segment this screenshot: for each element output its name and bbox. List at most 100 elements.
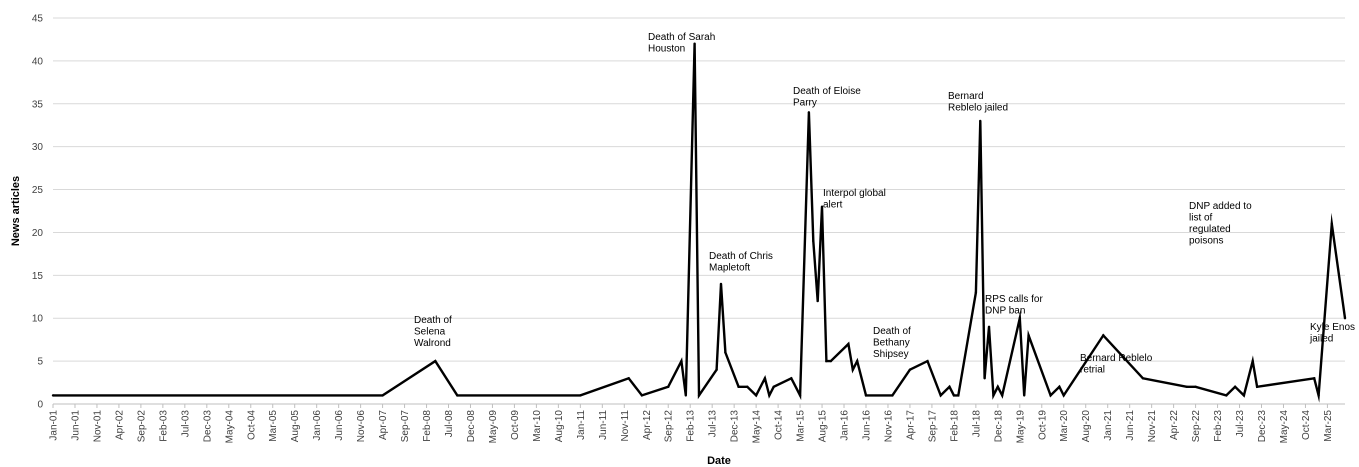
annotation-line: Shipsey bbox=[873, 349, 909, 360]
data-point bbox=[434, 359, 437, 363]
x-tick-label: Dec-13 bbox=[730, 410, 741, 443]
data-point bbox=[715, 368, 718, 371]
x-tick-labels: Jan-01 Jun-01 Nov-01 Apr-02 Sep-02 Feb-03 Jul-… bbox=[49, 404, 1334, 443]
x-tick-label: Jan-16 bbox=[840, 410, 851, 441]
data-point bbox=[763, 377, 767, 380]
data-point bbox=[847, 342, 850, 346]
data-point bbox=[812, 239, 815, 243]
annotation-line: Bethany bbox=[873, 338, 910, 349]
x-tick-label: Jul-03 bbox=[180, 410, 191, 438]
annotation-line: jailed bbox=[1309, 334, 1333, 345]
x-tick-label: Apr-22 bbox=[1169, 410, 1180, 440]
data-point bbox=[1102, 334, 1105, 337]
x-tick-label: Nov-16 bbox=[883, 410, 894, 443]
x-tick-label: Dec-23 bbox=[1257, 410, 1268, 443]
y-tick-label: 20 bbox=[32, 228, 44, 239]
data-point bbox=[820, 205, 824, 208]
x-tick-label: Apr-12 bbox=[642, 410, 653, 440]
x-tick-label: Jan-11 bbox=[576, 410, 587, 440]
x-axis-title: Date bbox=[707, 455, 731, 467]
data-point bbox=[768, 394, 771, 397]
data-point bbox=[1022, 394, 1026, 397]
x-tick-label: Jul-18 bbox=[971, 410, 982, 438]
annotation-line: Reblelo jailed bbox=[948, 103, 1008, 114]
annotation-line: Mapletoft bbox=[709, 263, 750, 274]
annotation-line: Houston bbox=[648, 44, 685, 55]
annotation-label: Interpol global alert bbox=[823, 188, 886, 211]
data-point bbox=[724, 351, 727, 354]
annotation-line: Kyle Enos bbox=[1310, 322, 1355, 333]
data-point bbox=[952, 394, 956, 397]
x-tick-label: Mar-25 bbox=[1323, 410, 1334, 442]
series-line bbox=[53, 43, 1347, 403]
x-tick-label: Dec-08 bbox=[466, 410, 477, 443]
data-point bbox=[864, 394, 868, 397]
data-point bbox=[1058, 385, 1061, 389]
x-tick-label: Feb-03 bbox=[158, 410, 169, 442]
annotation-line: retrial bbox=[1080, 365, 1105, 376]
y-tick-labels: 0 5 10 15 20 25 30 35 40 45 bbox=[32, 14, 44, 411]
data-point bbox=[640, 394, 644, 397]
x-tick-label: Aug-20 bbox=[1081, 410, 1092, 443]
x-tick-label: Oct-09 bbox=[510, 410, 521, 440]
data-point bbox=[939, 394, 942, 397]
x-tick-label: Jan-21 bbox=[1103, 410, 1114, 441]
data-point bbox=[979, 119, 982, 123]
x-tick-label: Mar-05 bbox=[268, 410, 279, 442]
x-tick-label: Apr-02 bbox=[114, 410, 125, 440]
data-point bbox=[1001, 394, 1004, 397]
y-tick-label: 5 bbox=[37, 357, 43, 368]
data-point bbox=[807, 111, 811, 114]
x-tick-label: Oct-04 bbox=[246, 410, 257, 440]
x-tick-label: Apr-07 bbox=[378, 410, 389, 440]
x-tick-label: Feb-23 bbox=[1213, 410, 1224, 442]
x-tick-label: Apr-17 bbox=[905, 410, 916, 440]
y-tick-label: 0 bbox=[37, 400, 43, 411]
x-tick-label: Jun-06 bbox=[334, 410, 345, 441]
data-point bbox=[579, 394, 582, 397]
annotation-line: Death of bbox=[414, 315, 452, 326]
annotation-line: Death of Chris bbox=[709, 251, 773, 262]
y-tick-label: 10 bbox=[32, 314, 44, 325]
data-point bbox=[891, 394, 894, 397]
x-tick-label: Mar-15 bbox=[796, 410, 807, 442]
annotation-line: DNP added to bbox=[1189, 201, 1252, 212]
annotation-line: poisons bbox=[1189, 236, 1223, 247]
x-tick-label: Jul-13 bbox=[708, 410, 719, 438]
y-tick-label: 15 bbox=[32, 271, 44, 282]
annotation-line: regulated bbox=[1189, 224, 1231, 235]
annotation-line: Death of bbox=[873, 326, 911, 337]
annotation-label: Kyle Enos jailed bbox=[1309, 322, 1355, 345]
x-tick-label: Aug-05 bbox=[290, 410, 301, 443]
annotation-line: Bernard Reblelo bbox=[1080, 353, 1153, 364]
annotation-line: DNP ban bbox=[985, 306, 1025, 317]
x-tick-label: Jul-23 bbox=[1235, 410, 1246, 438]
data-point bbox=[983, 377, 986, 380]
data-point bbox=[1141, 377, 1145, 380]
x-tick-label: Jul-08 bbox=[444, 410, 455, 438]
data-point bbox=[816, 299, 819, 303]
data-point bbox=[1233, 385, 1237, 389]
annotation-line: alert bbox=[823, 200, 843, 211]
data-point bbox=[697, 394, 701, 397]
x-tick-label: Nov-06 bbox=[356, 410, 367, 443]
x-tick-label: Nov-01 bbox=[92, 410, 103, 443]
data-point bbox=[1330, 222, 1334, 226]
x-tick-label: Feb-18 bbox=[949, 410, 960, 442]
x-tick-label: Jun-16 bbox=[861, 410, 872, 441]
data-point bbox=[381, 394, 384, 397]
x-tick-label: Dec-03 bbox=[202, 410, 213, 443]
gridlines bbox=[53, 17, 1345, 405]
data-point bbox=[851, 368, 855, 371]
x-tick-label: Jun-11 bbox=[598, 410, 609, 440]
data-point bbox=[908, 368, 912, 371]
x-tick-label: Nov-11 bbox=[620, 410, 631, 442]
x-tick-label: May-04 bbox=[224, 410, 235, 444]
data-point bbox=[456, 394, 459, 397]
annotation-line: Death of Eloise bbox=[793, 86, 861, 97]
x-tick-label: Jan-01 bbox=[49, 410, 60, 441]
x-tick-label: Feb-08 bbox=[422, 410, 433, 442]
annotation-line: Parry bbox=[793, 98, 817, 109]
x-tick-label: Oct-24 bbox=[1301, 410, 1312, 440]
